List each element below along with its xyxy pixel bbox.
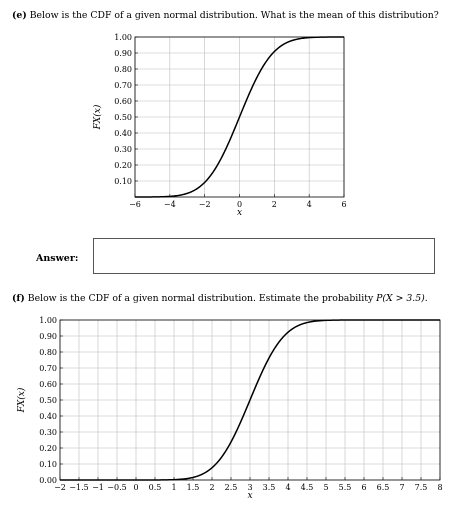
x-axis-label: x	[237, 208, 242, 218]
y-tick-label: 0.30	[39, 428, 57, 437]
x-tick-label: 7	[399, 483, 404, 492]
x-tick-label: 2	[272, 200, 277, 209]
y-tick-label: 0.30	[114, 145, 132, 154]
x-tick-label: 6	[361, 483, 366, 492]
x-tick-label: 1	[171, 483, 176, 492]
y-tick-label: 0.90	[39, 332, 57, 341]
x-tick-label: −2	[54, 483, 66, 492]
x-tick-label: 3.5	[263, 483, 276, 492]
x-tick-label: 7.5	[415, 483, 428, 492]
y-axis-label: FX(x)	[16, 387, 27, 413]
question-f-math: P(X > 3.5).	[376, 293, 428, 304]
cdf-curve	[135, 36, 344, 198]
x-tick-label: 2	[209, 483, 214, 492]
x-tick-label: 0.5	[149, 483, 162, 492]
y-tick-label: 0.40	[39, 412, 57, 421]
question-e-label: (e)	[12, 10, 27, 21]
x-tick-label: 3	[247, 483, 252, 492]
y-tick-label: 1.00	[39, 316, 57, 325]
y-tick-label: 0.60	[114, 97, 132, 106]
y-tick-label: 0.20	[114, 161, 132, 170]
y-tick-label: 0.10	[114, 177, 132, 186]
y-tick-label: 0.80	[39, 348, 57, 357]
x-tick-label: 4	[307, 200, 312, 209]
x-tick-label: 6.5	[377, 483, 390, 492]
y-tick-label: 0.70	[114, 81, 132, 90]
x-tick-label: −1	[92, 483, 104, 492]
chart-e: −6 −4 −2 0 2 4 6 0.10 0.20 0.30 0.40 0.50 0.60 0.70 0.…	[92, 33, 347, 218]
x-tick-label: 2.5	[225, 483, 238, 492]
chart-f: −2 −1.5 −1 −0.5 0 0.5 1 1.5 2 2.5 3 3.5 4 4.5 5 5.5 6 6.5…	[16, 316, 443, 501]
x-tick-label: 0	[237, 200, 242, 209]
x-tick-label: 4.5	[301, 483, 314, 492]
x-tick-label: 4	[285, 483, 290, 492]
question-f-label: (f)	[12, 293, 25, 304]
y-tick-label: 0.00	[39, 476, 57, 485]
y-tick-label: 1.00	[114, 33, 132, 42]
y-axis-label: FX(x)	[92, 104, 103, 130]
x-tick-label: −0.5	[107, 483, 126, 492]
y-tick-label: 0.80	[114, 65, 132, 74]
y-tick-label: 0.50	[39, 396, 57, 405]
x-tick-label: 6	[341, 200, 346, 209]
y-tick-label: 0.90	[114, 49, 132, 58]
x-tick-label: 8	[437, 483, 442, 492]
y-tick-label: 0.60	[39, 380, 57, 389]
y-tick-label: 0.10	[39, 460, 57, 469]
x-tick-label: −4	[164, 200, 176, 209]
question-f: (f) Below is the CDF of a given normal d…	[12, 293, 428, 304]
answer-label: Answer:	[36, 253, 79, 264]
cdf-curve	[60, 319, 440, 481]
x-axis-label: x	[247, 491, 252, 501]
x-tick-label: 5.5	[339, 483, 352, 492]
x-tick-label: 0	[133, 483, 138, 492]
answer-input-box[interactable]	[93, 238, 435, 274]
x-tick-label: 5	[323, 483, 328, 492]
question-e-text: Below is the CDF of a given normal distr…	[29, 10, 439, 21]
x-tick-label: −6	[129, 200, 141, 209]
question-f-text: Below is the CDF of a given normal distr…	[27, 293, 377, 304]
y-tick-label: 0.40	[114, 129, 132, 138]
y-tick-label: 0.70	[39, 364, 57, 373]
y-tick-label: 0.20	[39, 444, 57, 453]
question-e: (e) Below is the CDF of a given normal d…	[12, 10, 439, 21]
x-tick-label: −2	[199, 200, 211, 209]
x-tick-label: 1.5	[187, 483, 200, 492]
y-tick-label: 0.50	[114, 113, 132, 122]
x-tick-label: −1.5	[69, 483, 88, 492]
